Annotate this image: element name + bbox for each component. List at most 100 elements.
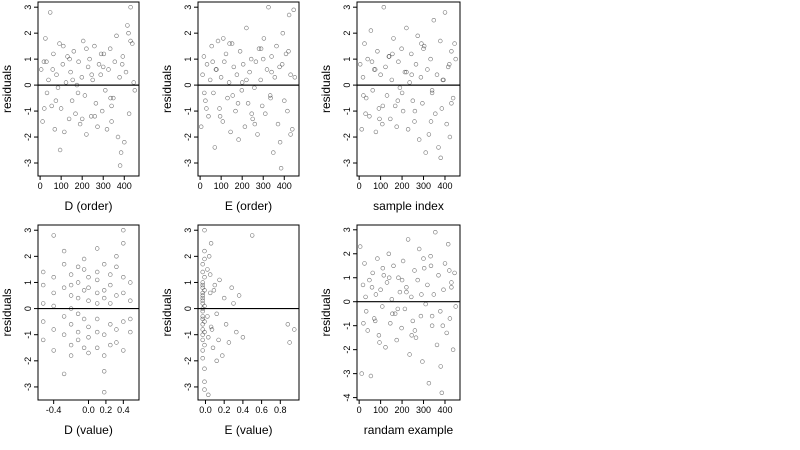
y-tick-label: 2 (23, 254, 33, 259)
data-point (422, 266, 427, 271)
data-point (436, 273, 441, 278)
data-point (202, 303, 207, 309)
data-point (101, 295, 107, 301)
data-point (202, 256, 207, 262)
data-point (388, 116, 393, 122)
data-point (96, 62, 102, 67)
data-point (51, 348, 56, 353)
y-tick-label: 3 (23, 5, 33, 10)
data-point (412, 328, 418, 333)
scatter-panel-5: 0.0 0.2 0.4 0.6 0.8 -3 -2 -1 0 1 2 3 E (value) residu… (160, 224, 300, 437)
y-tick-label: -2 (23, 133, 33, 141)
data-point (101, 390, 107, 395)
data-point (38, 67, 44, 72)
data-point (240, 335, 246, 340)
data-point (359, 127, 364, 132)
x-tick-label: 0.2 (100, 405, 113, 415)
data-point (94, 316, 100, 322)
data-point (206, 335, 211, 340)
data-point (53, 98, 59, 103)
x-axis-label: E (order) (225, 199, 272, 213)
data-point (40, 337, 46, 343)
data-point (438, 364, 443, 369)
x-tick-label: 0.2 (218, 405, 231, 415)
data-point (404, 285, 409, 290)
data-point (423, 150, 428, 155)
data-point (119, 62, 125, 67)
y-tick-label: -1 (23, 107, 33, 115)
data-point (200, 314, 205, 319)
data-point (449, 49, 454, 54)
data-point (405, 127, 411, 132)
y-tick-label: 2 (23, 31, 33, 36)
data-point (86, 275, 91, 280)
data-point (395, 98, 400, 103)
x-tick-label: 400 (117, 181, 132, 191)
data-point (81, 267, 87, 272)
data-point (114, 254, 119, 259)
data-point (258, 77, 263, 83)
plot-frame (356, 1, 461, 177)
data-point (364, 95, 369, 101)
data-point (409, 294, 414, 300)
data-point (216, 337, 221, 343)
x-tick-label: 200 (235, 181, 250, 191)
data-point (81, 345, 87, 350)
data-point (68, 69, 73, 75)
data-point (376, 106, 382, 111)
y-tick-label: -4 (342, 394, 352, 402)
data-point (75, 311, 81, 316)
data-point (268, 93, 273, 98)
data-point (101, 332, 107, 337)
x-tick-label: 400 (437, 181, 452, 191)
data-point (426, 381, 432, 386)
data-point (368, 28, 374, 33)
data-point (433, 230, 438, 235)
data-point (418, 313, 424, 319)
data-point (396, 275, 401, 280)
data-point (68, 342, 74, 348)
data-point (373, 292, 379, 297)
data-point (426, 132, 432, 137)
data-point (263, 111, 268, 116)
data-point (109, 103, 114, 109)
data-point (429, 88, 435, 93)
data-point (291, 7, 296, 13)
x-axis-label: sample index (373, 199, 444, 213)
data-point (244, 77, 249, 83)
data-point (87, 56, 92, 62)
data-point (75, 264, 81, 269)
data-point (212, 282, 218, 288)
data-point (438, 38, 443, 44)
data-point (365, 328, 370, 333)
x-tick-label: 0.0 (199, 405, 212, 415)
data-point (231, 301, 236, 306)
data-point (76, 59, 81, 64)
data-point (431, 18, 436, 23)
data-point (388, 321, 393, 326)
data-point (132, 88, 138, 93)
data-point (94, 290, 100, 296)
data-point (201, 54, 207, 59)
data-point (255, 132, 260, 137)
x-tick-label: 200 (395, 405, 410, 415)
data-point (61, 43, 66, 49)
data-point (417, 246, 422, 252)
data-point (380, 266, 385, 271)
data-point (122, 140, 127, 145)
scatter-panel-4: -0.4 0.0 0.2 0.4 -3 -2 -1 0 1 2 3 D (value) residual… (0, 224, 140, 437)
y-tick-label: 1 (183, 57, 193, 62)
data-point (61, 262, 67, 267)
data-point (410, 98, 415, 103)
data-point (121, 348, 126, 353)
data-point (229, 41, 235, 46)
y-tick-label: -3 (23, 383, 33, 391)
data-point (447, 134, 453, 140)
x-axis-label: D (value) (64, 423, 113, 437)
data-point (108, 272, 113, 277)
data-point (404, 25, 409, 31)
data-point (61, 332, 67, 337)
data-point (363, 294, 368, 300)
data-point (383, 64, 388, 70)
data-point (98, 72, 103, 77)
